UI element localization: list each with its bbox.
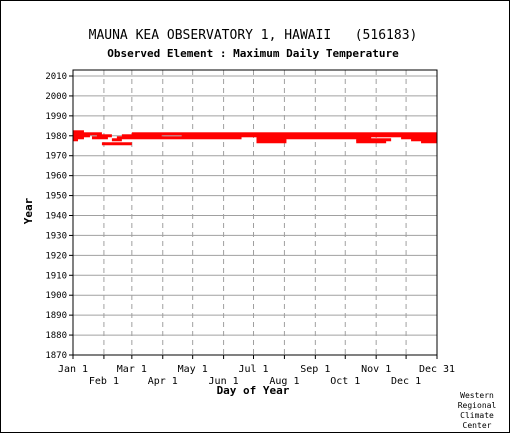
data-segment-14 — [256, 138, 287, 142]
grid-lines — [73, 70, 437, 356]
data-segment-6 — [181, 134, 437, 138]
x-tick-label-top-1: Mar 1 — [117, 364, 147, 375]
chart-title: MAUNA KEA OBSERVATORY 1, HAWAII (516183) — [89, 28, 418, 43]
y-tick-label-1870: 1870 — [45, 351, 67, 361]
data-segment-17 — [256, 140, 287, 144]
data-segment-0 — [73, 130, 84, 134]
plot-border — [72, 69, 438, 356]
x-axis-ticks: Jan 1 Mar 1 May 1 Jul 1 Sep 1 Nov 1 Dec 31 Feb … — [58, 355, 455, 387]
y-tick-label-1930: 1930 — [45, 231, 67, 241]
x-tick-label-bottom-3: Aug 1 — [269, 376, 299, 387]
x-tick-label-bottom-5: Dec 1 — [391, 376, 421, 387]
data-segment-18 — [356, 140, 387, 144]
y-tick-label-1950: 1950 — [45, 192, 67, 202]
credit-line-3: Climate — [460, 411, 494, 420]
data-segment-15 — [356, 138, 392, 142]
credit-line-4: Center — [463, 421, 492, 430]
y-tick-label-1890: 1890 — [45, 311, 67, 321]
x-tick-label-bottom-1: Apr 1 — [148, 376, 178, 387]
credit-line-2: Regional — [458, 401, 497, 410]
y-tick-label-1920: 1920 — [45, 251, 67, 261]
x-tick-label-top-4: Sep 1 — [300, 364, 330, 375]
data-segment-4 — [96, 134, 112, 138]
data-segment-5 — [121, 134, 162, 138]
data-segment-13 — [111, 138, 122, 142]
y-tick-label-1960: 1960 — [45, 172, 67, 182]
data-segment-19 — [421, 140, 437, 144]
data-segment-8 — [91, 136, 108, 140]
x-tick-label-top-6: Dec 31 — [419, 364, 455, 375]
data-segment-9 — [116, 136, 242, 140]
y-tick-label-1880: 1880 — [45, 331, 67, 341]
data-segment-1 — [73, 132, 102, 136]
y-tick-label-2010: 2010 — [45, 72, 67, 82]
data-segment-3 — [73, 134, 90, 138]
credit-line-1: Western — [460, 391, 494, 400]
y-tick-label-2000: 2000 — [45, 92, 67, 102]
x-tick-label-bottom-4: Oct 1 — [330, 376, 360, 387]
data-segment-16 — [411, 138, 437, 142]
y-tick-label-1970: 1970 — [45, 152, 67, 162]
data-segment-12 — [73, 138, 78, 142]
x-tick-label-top-2: May 1 — [178, 364, 208, 375]
y-tick-label-1940: 1940 — [45, 212, 67, 222]
x-tick-label-bottom-0: Feb 1 — [89, 376, 119, 387]
data-segment-7 — [73, 136, 84, 140]
y-tick-label-1990: 1990 — [45, 112, 67, 122]
data-segment-10 — [256, 136, 372, 140]
y-tick-label-1910: 1910 — [45, 271, 67, 281]
data-segment-20 — [101, 142, 132, 146]
data-segment-2 — [131, 132, 437, 136]
y-tick-label-1900: 1900 — [45, 291, 67, 301]
x-tick-label-top-5: Nov 1 — [361, 364, 391, 375]
chart-subtitle: Observed Element : Maximum Daily Tempera… — [107, 47, 399, 60]
y-axis-ticks: 1870 1880 1890 1900 1910 1920 1930 1940 1950 1960… — [45, 72, 73, 361]
x-tick-label-top-0: Jan 1 — [58, 364, 88, 375]
data-marks — [73, 130, 437, 146]
data-segment-11 — [401, 136, 437, 140]
x-tick-label-bottom-2: Jun 1 — [209, 376, 239, 387]
x-tick-label-top-3: Jul 1 — [238, 364, 268, 375]
x-axis-label: Day of Year — [217, 384, 290, 397]
y-tick-label-1980: 1980 — [45, 132, 67, 142]
y-axis-label: Year — [22, 197, 35, 224]
